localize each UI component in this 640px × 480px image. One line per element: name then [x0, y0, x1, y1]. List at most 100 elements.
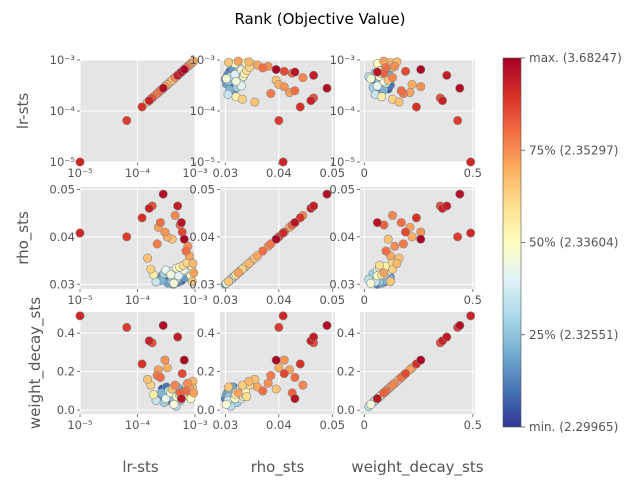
- tick-label-x: 10⁻⁵: [67, 418, 93, 432]
- data-point: [179, 65, 189, 75]
- tick-label-x: 0.5: [464, 166, 482, 180]
- data-point: [137, 102, 147, 112]
- tick-label-x: 10⁻⁵: [67, 293, 93, 307]
- colorbar-gradient: [502, 57, 522, 428]
- data-point: [250, 97, 260, 107]
- data-point: [143, 253, 153, 263]
- data-point: [149, 390, 159, 400]
- tick-label-y: 0.4: [337, 326, 355, 340]
- tick-label-x: 0.05: [320, 166, 346, 180]
- data-point: [152, 239, 162, 249]
- tick-label-y: 0.2: [337, 365, 355, 379]
- colorbar-tick-label: 25% (2.32551): [529, 328, 618, 342]
- data-point: [279, 369, 289, 379]
- data-point: [290, 67, 300, 77]
- tick-label-x: 0: [361, 293, 368, 307]
- data-point: [169, 278, 179, 288]
- data-point: [306, 96, 316, 106]
- data-point: [258, 63, 268, 73]
- data-point: [271, 65, 281, 75]
- data-point: [170, 210, 180, 220]
- data-point: [162, 363, 172, 373]
- data-point: [290, 218, 300, 228]
- panel-weight_decay_sts-vs-weight_decay_sts: 0 0.5 0.0 0.2 0.4: [337, 311, 482, 432]
- tick-label-y: 0.05: [189, 182, 215, 196]
- data-point: [396, 218, 406, 228]
- data-point: [223, 90, 233, 100]
- data-point: [143, 374, 153, 384]
- tick-label-y: 10⁻⁴: [330, 104, 356, 118]
- data-point: [383, 234, 393, 244]
- data-point: [137, 359, 147, 369]
- tick-label-y: 0.04: [329, 230, 355, 244]
- data-point: [183, 378, 193, 388]
- data-point: [455, 189, 465, 199]
- data-point: [322, 189, 332, 199]
- data-point: [372, 394, 382, 404]
- data-point: [366, 74, 376, 84]
- y-axis-label: rho_sts: [14, 211, 33, 265]
- data-point: [176, 218, 186, 228]
- data-point: [237, 94, 247, 104]
- data-point: [160, 355, 170, 365]
- data-point: [309, 332, 319, 342]
- tick-label-x: 0.04: [266, 293, 292, 307]
- data-point: [169, 399, 179, 409]
- data-point: [381, 246, 391, 256]
- data-point: [173, 201, 183, 211]
- data-point: [411, 213, 421, 223]
- data-point: [379, 388, 389, 398]
- data-point: [231, 76, 241, 86]
- tick-label-y: 0.03: [329, 277, 355, 291]
- data-point: [271, 355, 281, 365]
- data-point: [401, 369, 411, 379]
- column-labels: lr-sts rho_sts weight_decay_sts: [122, 458, 483, 477]
- data-point: [298, 380, 308, 390]
- data-point: [271, 234, 281, 244]
- tick-label-x: 10⁻⁴: [125, 166, 151, 180]
- data-point: [388, 210, 398, 220]
- colorbar-tick-label: max. (3.68247): [529, 51, 622, 65]
- data-point: [274, 322, 284, 332]
- data-point: [411, 102, 421, 112]
- tick-label-x: 0: [361, 166, 368, 180]
- data-point: [372, 81, 382, 91]
- data-point: [442, 70, 452, 80]
- data-point: [158, 83, 168, 93]
- panel-rho_sts-vs-rho_sts: 0.03 0.04 0.05 0.03 0.04 0.05: [189, 182, 345, 307]
- data-point: [416, 234, 426, 244]
- data-point: [179, 355, 189, 365]
- data-point: [189, 56, 199, 66]
- colorbar-tick-label: min. (2.29965): [529, 420, 618, 434]
- tick-label-y: 0.0: [337, 403, 355, 417]
- data-point: [158, 189, 168, 199]
- tick-label-x: 0.5: [464, 293, 482, 307]
- tick-label-x: 0.03: [213, 293, 239, 307]
- data-point: [298, 73, 308, 83]
- data-point: [278, 228, 288, 238]
- tick-label-y: 10⁻⁴: [50, 104, 76, 118]
- data-point: [453, 116, 463, 126]
- panel-lr-sts-vs-lr-sts: 10⁻⁵ 10⁻⁴ 10⁻³ 10⁻⁵ 10⁻⁴ 10⁻³: [50, 53, 208, 180]
- tick-label-x: 0.03: [213, 418, 239, 432]
- data-point: [224, 382, 234, 392]
- tick-label-x: 0.5: [464, 418, 482, 432]
- tick-label-y: 0.2: [57, 365, 75, 379]
- tick-label-y: 10⁻³: [190, 53, 216, 67]
- tick-label-x: 10⁻³: [182, 166, 208, 180]
- data-point: [466, 157, 476, 167]
- tick-label-y: 10⁻³: [50, 53, 76, 67]
- data-point: [122, 116, 132, 126]
- data-point: [176, 394, 186, 404]
- data-point: [407, 232, 417, 242]
- data-point: [466, 311, 476, 321]
- data-point: [453, 232, 463, 242]
- data-point: [155, 218, 165, 228]
- data-point: [388, 73, 398, 83]
- colorbar-tick-label: 75% (2.35297): [529, 143, 618, 157]
- data-point: [466, 228, 476, 238]
- data-point: [372, 218, 382, 228]
- data-point: [263, 378, 273, 388]
- x-axis-label: weight_decay_sts: [351, 458, 483, 477]
- tick-label-y: 0.0: [57, 403, 75, 417]
